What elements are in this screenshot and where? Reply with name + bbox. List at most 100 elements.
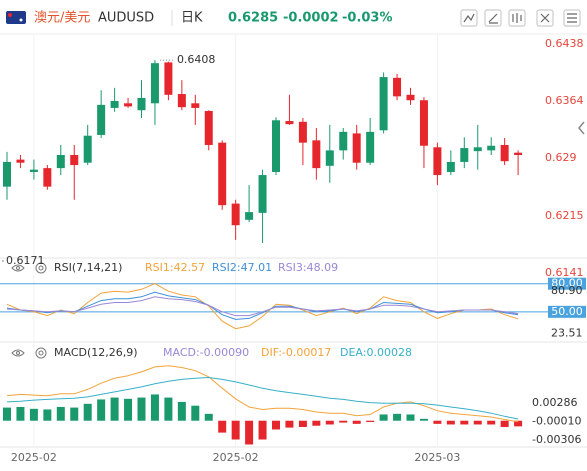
candle-body [393,77,402,97]
x-tick-label: 2025-03 [414,451,460,464]
candle-body [500,144,509,162]
macd-bar [43,409,52,421]
macd-bar [514,420,523,427]
macd-bar [204,413,213,421]
macd-bar [124,398,133,421]
candle-body [150,63,159,104]
macd-bar [258,420,267,440]
series-line [6,283,519,330]
macd-bar [446,420,455,425]
macd-bar [419,418,428,421]
macd-bar [56,406,65,421]
y-tick-label: 0.6141 [545,266,584,279]
rsi-controls[interactable] [11,262,47,274]
y-tick-label: -0.00010 [532,414,581,427]
indicator-button[interactable] [460,9,478,27]
settings-button[interactable] [508,9,526,27]
macd-bar [150,394,159,421]
macd-bar [177,401,186,421]
side-arrow[interactable] [578,121,585,135]
legend-entry: RSI3:48.09 [278,261,338,274]
macd-bar [3,407,11,421]
candle-body [406,94,415,101]
macd-bar [325,420,334,425]
candle-body [231,203,240,226]
y-tick-label: 0.6364 [545,94,584,107]
macd-bar [500,420,509,427]
candle-body [419,100,428,146]
macd-bar [298,420,307,427]
collapse-button[interactable] [563,9,581,27]
candle-body [298,121,307,143]
candle-body [258,175,267,213]
macd-controls[interactable] [11,347,47,359]
macd-bar [218,420,227,433]
candle-body [487,145,496,151]
macd-bar [191,405,200,421]
candle-body [245,212,254,220]
candle-body [218,142,227,206]
y-tick-label: -0.00306 [532,433,581,446]
candle-body [83,135,92,163]
candle-body [191,103,200,108]
change-pct: -0.03% [342,11,393,26]
macd-bar [83,403,92,421]
macd-bar [245,420,254,445]
y-tick-label: 0.6438 [545,37,584,50]
toolbar [460,9,581,27]
candle-body [110,100,119,108]
candle-body [285,121,294,125]
candle-body [164,62,173,95]
candle-body [433,147,442,176]
fullscreen-button[interactable] [536,9,554,27]
candle-body [379,77,388,131]
series-line [6,365,519,423]
y-tick-label: 0.629 [545,151,577,164]
y-tick-label: 23.51 [551,327,583,340]
change: -0.0002 [283,11,339,26]
macd-bar [70,407,79,421]
macd-bar [164,397,173,421]
candle-body [124,103,133,107]
candle-body [43,168,52,187]
symbol: AUDUSD [98,11,154,26]
candle-body [446,161,455,172]
pair-name: 澳元/美元 [34,10,90,26]
annotation: 0.6171 [6,254,45,267]
candle-body [29,169,38,172]
y-tick-label: 80.90 [551,284,583,297]
candle-body [177,94,186,108]
candle-body [460,148,469,162]
series-line [6,291,519,320]
legend-entry: RSI2:47.01 [212,261,272,274]
candle-body [514,152,523,155]
annotation: 0.6408 [177,53,216,66]
period[interactable]: 日K [181,11,203,26]
draw-button[interactable] [484,9,502,27]
candle-body [339,131,348,151]
macd-bar [366,420,375,422]
candle-body [473,147,482,152]
macd-bar [339,420,348,423]
macd-bar [393,413,402,421]
macd-bar [231,420,240,440]
macd-bar [487,420,496,425]
macd-bar [272,420,280,430]
reference-label-box [548,277,586,290]
x-tick-label: 2025-02 [11,451,57,464]
legend-entry: RSI1:42.57 [145,261,205,274]
price: 0.6285 [228,11,278,26]
candle-body [56,155,65,169]
candle-body [312,140,321,169]
macd-bar [29,408,38,421]
series-line [6,376,519,420]
macd-bar [460,420,469,425]
macd-bar [285,420,294,428]
candle-body [3,161,11,187]
macd-bar [433,420,442,424]
candle-body [204,111,213,145]
reference-label: 50.00 [551,305,583,318]
candle-body [137,97,146,111]
